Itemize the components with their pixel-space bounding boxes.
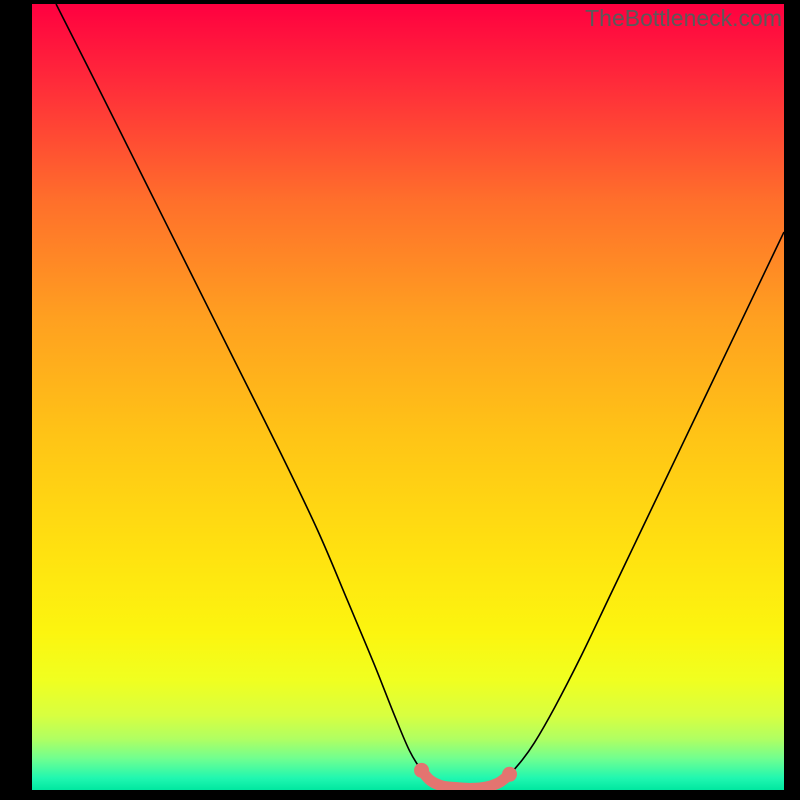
plot-area: [32, 4, 784, 790]
chart-container: TheBottleneck.com: [0, 0, 800, 800]
valley-marker-start: [414, 763, 429, 778]
chart-svg: [32, 4, 784, 790]
valley-marker-end: [502, 767, 517, 782]
watermark-text: TheBottleneck.com: [585, 5, 782, 32]
gradient-background: [32, 4, 784, 790]
